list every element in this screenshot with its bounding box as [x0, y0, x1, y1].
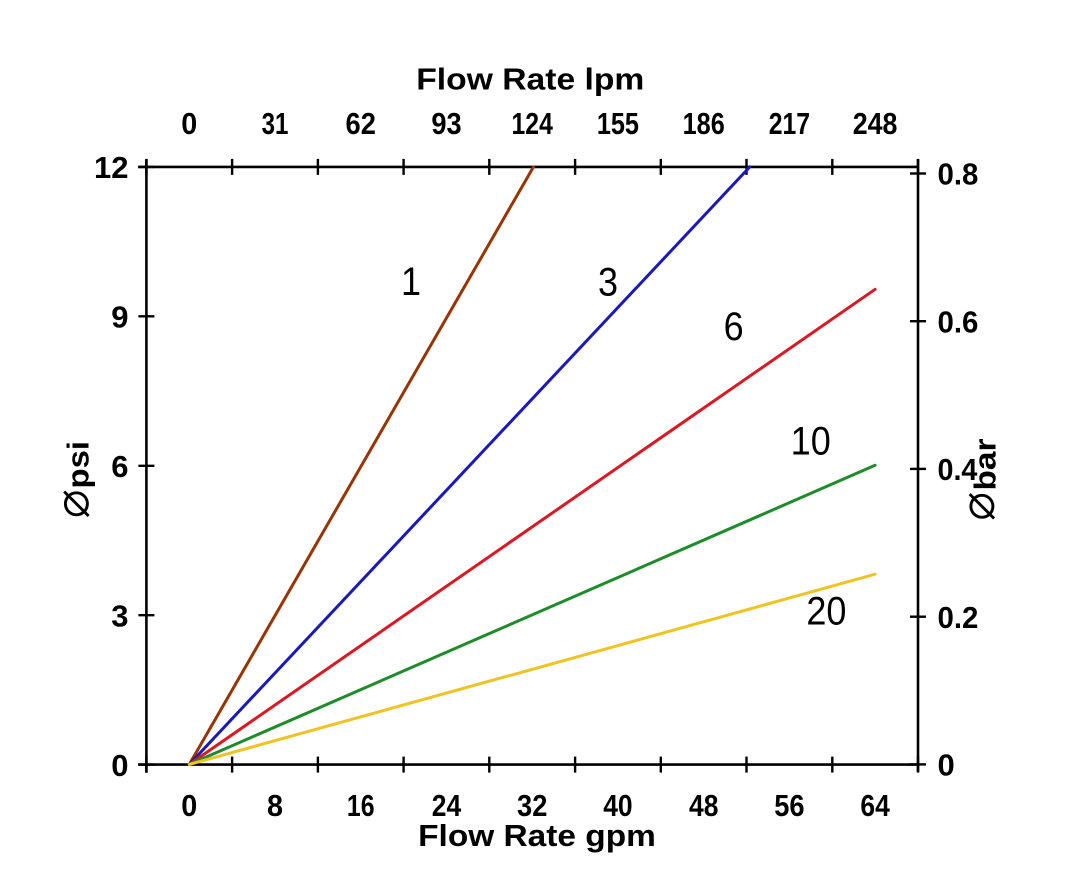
- svg-text:16: 16: [347, 788, 375, 823]
- svg-text:3: 3: [111, 598, 128, 633]
- svg-text:186: 186: [683, 106, 725, 141]
- svg-text:32: 32: [517, 788, 547, 823]
- svg-text:0.8: 0.8: [938, 157, 979, 192]
- svg-text:9: 9: [111, 300, 128, 335]
- svg-text:155: 155: [597, 106, 639, 141]
- svg-text:0.2: 0.2: [938, 600, 979, 635]
- svg-text:0.4: 0.4: [938, 452, 979, 487]
- svg-text:Flow Rate gpm: Flow Rate gpm: [418, 818, 656, 853]
- svg-text:24: 24: [432, 788, 462, 823]
- svg-text:12: 12: [94, 150, 128, 185]
- svg-text:20: 20: [806, 589, 846, 633]
- svg-text:0: 0: [181, 106, 197, 141]
- svg-text:3: 3: [598, 260, 618, 304]
- svg-text:0: 0: [111, 748, 128, 783]
- svg-text:56: 56: [774, 788, 804, 823]
- svg-text:62: 62: [346, 106, 376, 141]
- svg-text:93: 93: [431, 106, 461, 141]
- svg-text:6: 6: [111, 449, 128, 484]
- svg-text:48: 48: [689, 788, 718, 823]
- svg-text:psi: psi: [60, 441, 95, 489]
- svg-text:1: 1: [401, 260, 421, 304]
- svg-text:0.6: 0.6: [938, 304, 979, 339]
- svg-text:40: 40: [603, 788, 632, 823]
- svg-text:124: 124: [512, 106, 554, 141]
- svg-text:0: 0: [938, 748, 955, 783]
- svg-text:0: 0: [181, 788, 197, 823]
- svg-text:Flow Rate lpm: Flow Rate lpm: [416, 62, 644, 97]
- svg-text:8: 8: [267, 788, 283, 823]
- svg-text:6: 6: [724, 305, 744, 349]
- svg-text:10: 10: [791, 420, 831, 464]
- svg-text:248: 248: [853, 106, 898, 141]
- svg-text:217: 217: [769, 106, 810, 141]
- svg-text:bar: bar: [968, 439, 1003, 491]
- svg-text:64: 64: [860, 788, 890, 823]
- svg-text:31: 31: [262, 106, 289, 141]
